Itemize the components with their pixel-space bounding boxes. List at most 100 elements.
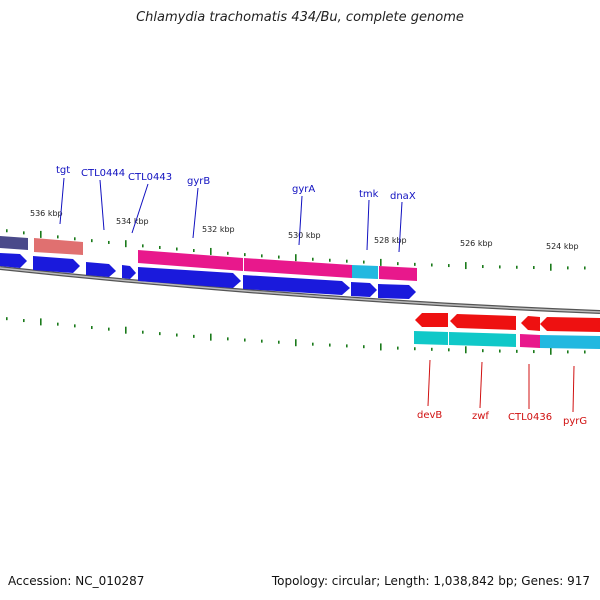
outer-tick-10 [176,247,178,251]
feature-bar-magenta-gyrB [138,250,243,271]
inner-tick-27 [465,346,467,354]
gene-arrow-dnaX[interactable] [378,284,416,299]
inner-tick-5 [91,326,93,330]
outer-tick-16 [278,255,280,259]
outer-tick-24 [414,262,416,266]
outer-tick-5 [91,239,93,243]
feature-bar-cyan-pyrG [540,335,600,349]
outer-tick-7 [125,240,127,248]
tick-labels: 536 kbp 534 kbp 532 kbp 530 kbp 528 kbp … [30,209,579,251]
outer-tick-0 [6,229,8,233]
inner-tick-6 [108,327,110,331]
label-tmk: tmk [359,189,379,200]
label-CTL0436: CTL0436 [508,412,552,423]
gene-arrow-gyrA[interactable] [243,275,350,295]
outer-tick-20 [346,259,348,263]
inner-tick-3 [57,322,59,326]
inner-tick-20 [346,344,348,348]
label-devB: devB [417,410,442,421]
inner-tick-12 [210,333,212,341]
gene-arrow-zwf[interactable] [450,314,516,330]
feature-bar-teal-zwf [449,332,516,347]
inner-tick-marks [6,317,586,355]
gene-arrow-CTL0444[interactable] [86,262,116,277]
feature-bar-teal-devB [414,331,448,345]
label-gyrB: gyrB [187,176,210,187]
inner-tick-16 [278,340,280,344]
tick-label-534: 534 kbp [116,217,149,226]
gene-arrow-fwd-1[interactable] [0,253,27,268]
outer-tick-17 [295,254,297,262]
outer-tick-31 [533,266,535,270]
label-pyrG: pyrG [563,416,587,427]
inner-tick-1 [23,319,25,323]
inner-tick-21 [363,345,365,349]
outer-tick-19 [329,258,331,262]
outer-tick-27 [465,262,467,270]
label-zwf: zwf [472,411,489,422]
forward-gene-arrows [0,253,416,299]
feature-bar-magenta-dnaX [379,266,417,281]
label-CTL0443: CTL0443 [128,172,172,183]
inner-tick-11 [193,334,195,338]
outer-tick-9 [159,245,161,249]
outer-tick-26 [448,264,450,268]
outer-tick-33 [567,266,569,270]
inner-tick-15 [261,339,263,343]
accession-text: Accession: NC_010287 [8,574,145,588]
inner-tick-24 [414,347,416,351]
label-tgt: tgt [56,165,70,176]
outer-tick-23 [397,262,399,266]
feature-bar-magenta-CTL0436 [520,334,540,348]
outer-tick-3 [57,235,59,239]
outer-tick-21 [363,260,365,264]
gene-arrow-CTL0436[interactable] [521,316,540,331]
label-gyrA: gyrA [292,184,315,195]
outer-tick-32 [550,263,552,271]
inner-tick-14 [244,338,246,342]
inner-tick-32 [550,347,552,355]
tick-label-526: 526 kbp [460,239,493,248]
outer-tick-11 [193,249,195,253]
inner-tick-28 [482,349,484,353]
genome-summary-text: Topology: circular; Length: 1,038,842 bp… [271,574,590,588]
tick-label-530: 530 kbp [288,231,321,240]
outer-tick-18 [312,257,314,261]
label-dnaX: dnaX [390,191,416,202]
genome-backbone-highlight [0,267,600,313]
outer-tick-marks [6,229,586,271]
gene-arrow-devB[interactable] [415,313,448,327]
map-title: Chlamydia trachomatis 434/Bu, complete g… [136,10,464,25]
inner-tick-23 [397,346,399,350]
feature-bar-magenta-gyrA [244,258,352,278]
inner-tick-10 [176,333,178,337]
feature-bar-purple [0,236,28,250]
gene-arrow-tgt[interactable] [33,256,80,273]
inner-tick-4 [74,324,76,328]
forward-gene-labels: tgt CTL0444 CTL0443 gyrB gyrA tmk dnaX [56,165,416,202]
inner-tick-18 [312,342,314,346]
inner-tick-9 [159,332,161,336]
gene-arrow-pyrG[interactable] [540,317,600,332]
outer-tick-6 [108,240,110,244]
feature-bar-cyan-tmk [352,265,378,279]
outer-tick-4 [74,237,76,241]
inner-tick-0 [6,317,8,321]
inner-tick-7 [125,326,127,334]
outer-tick-22 [380,258,382,266]
inner-tick-13 [227,337,229,341]
feature-bar-salmon [34,238,83,255]
inner-tick-8 [142,330,144,334]
reverse-gene-arrows [415,313,600,332]
label-CTL0444: CTL0444 [81,168,125,179]
inner-tick-29 [499,349,501,353]
inner-tick-33 [567,350,569,354]
outer-tick-12 [210,247,212,255]
inner-tick-17 [295,339,297,347]
gene-arrow-tmk[interactable] [351,282,377,297]
gene-arrow-gyrB[interactable] [138,267,241,288]
outer-tick-8 [142,244,144,248]
tick-label-528: 528 kbp [374,236,407,245]
gene-arrow-CTL0443[interactable] [122,265,136,279]
